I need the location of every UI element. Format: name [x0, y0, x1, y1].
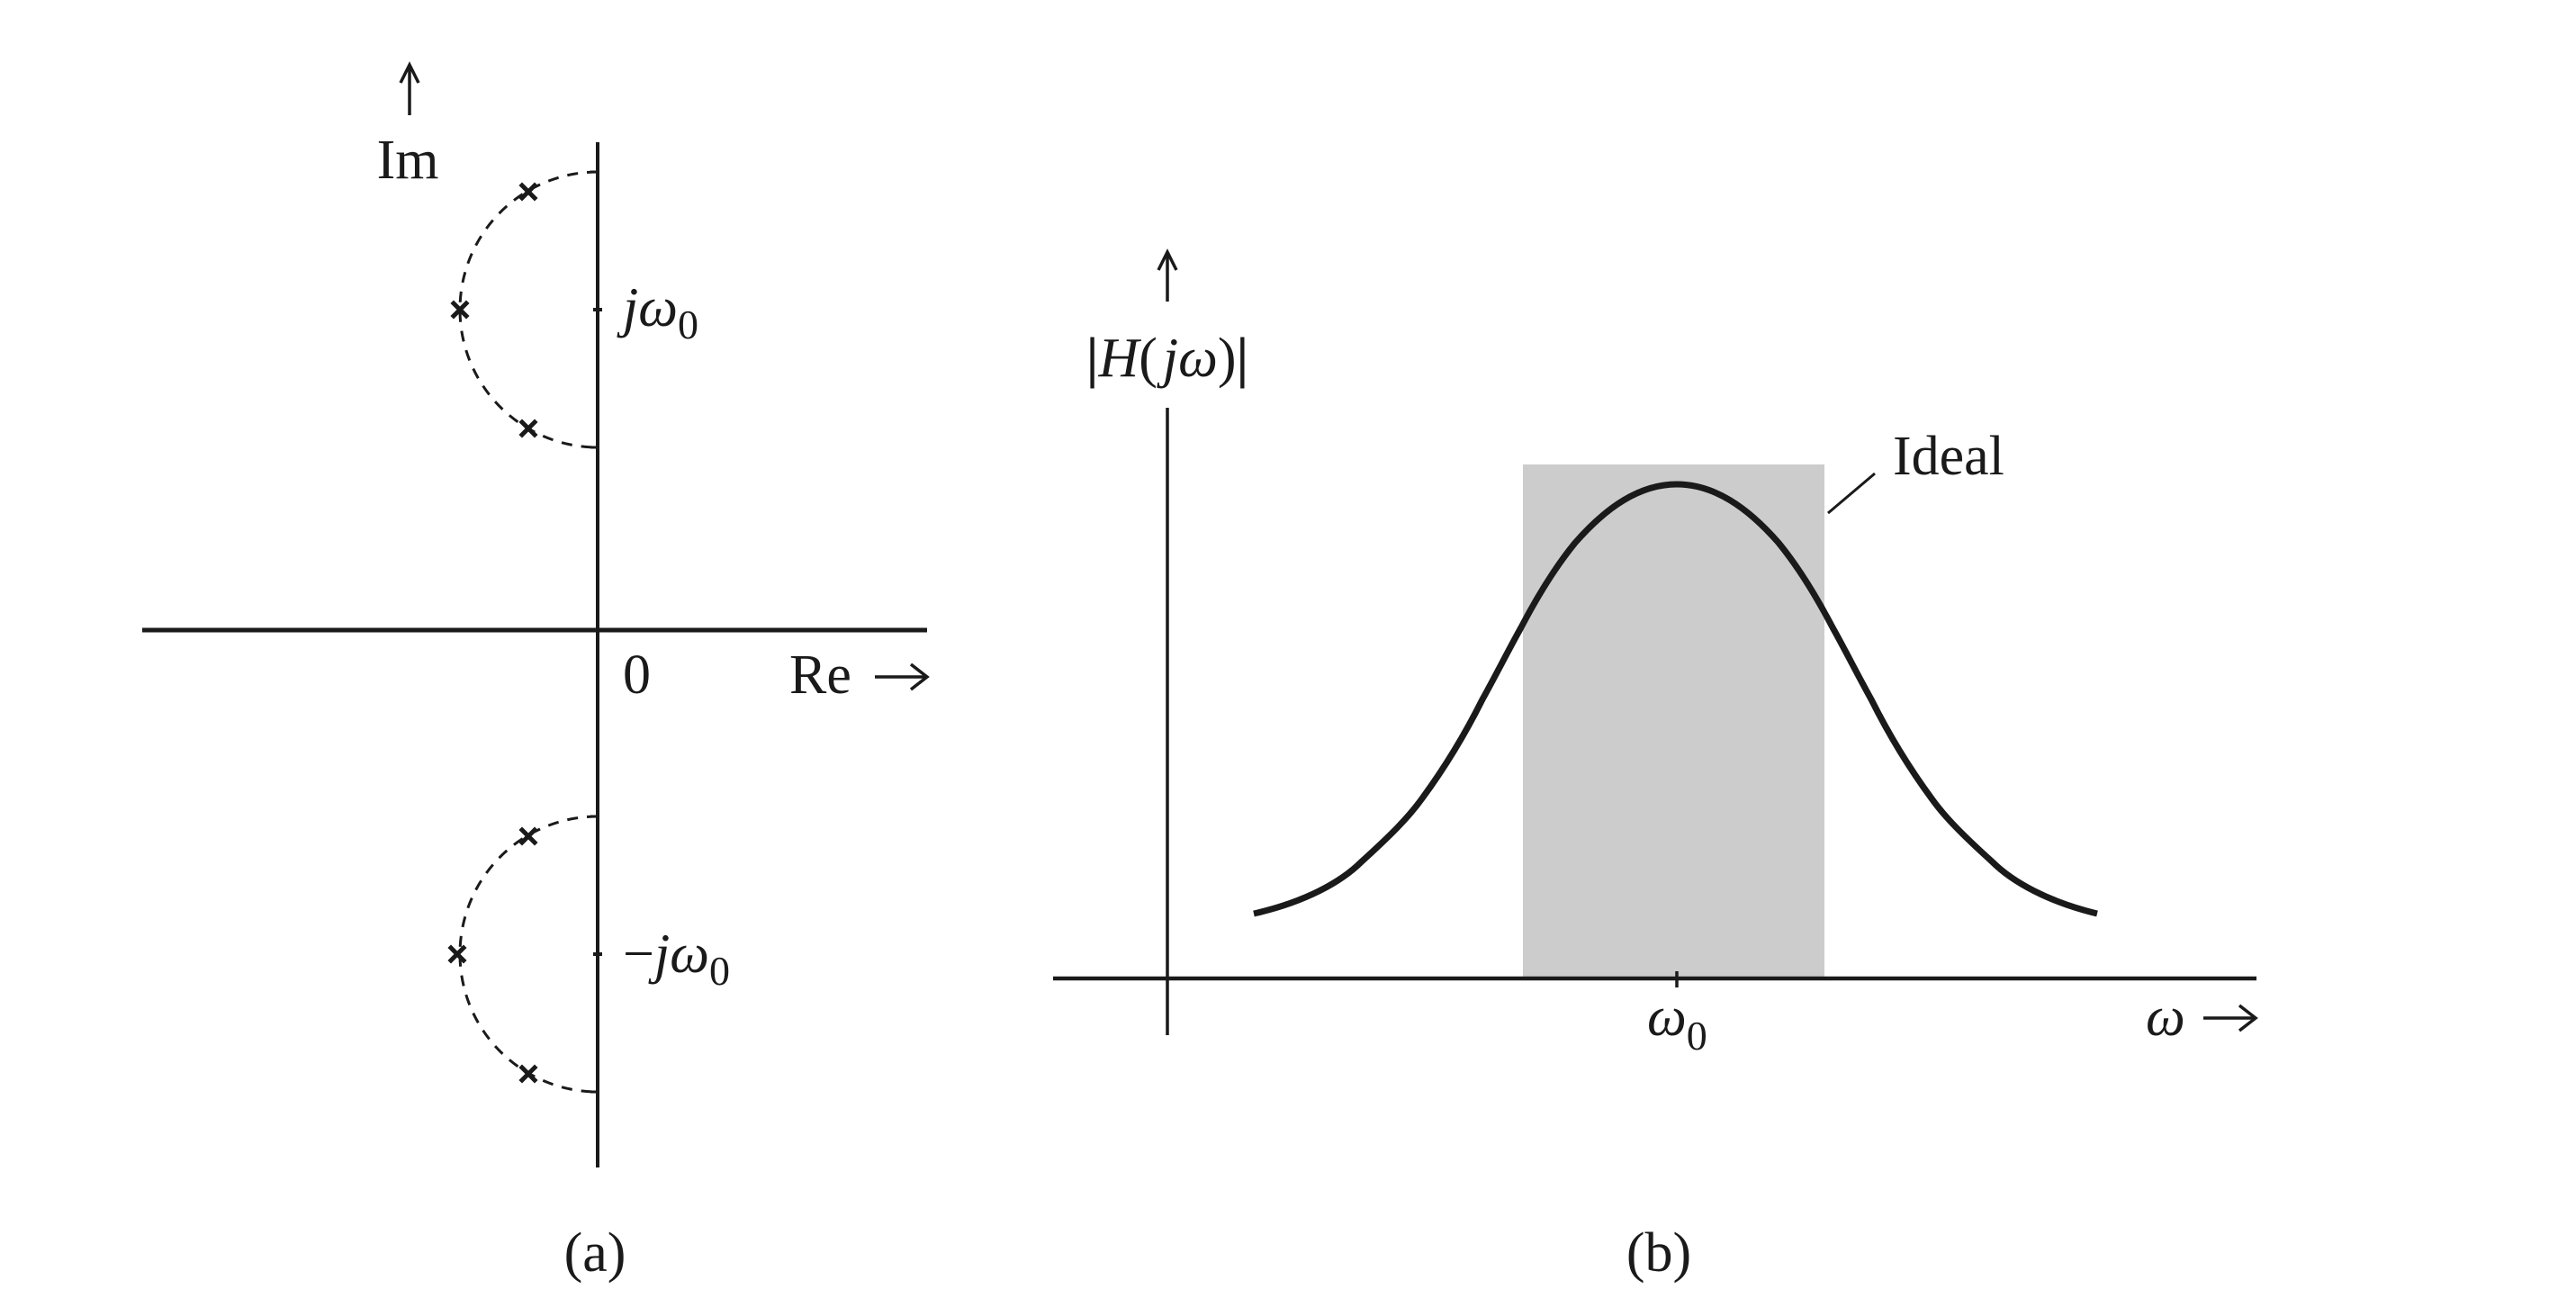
panel-b-caption: (b) — [1626, 1222, 1691, 1284]
im-axis-label: Im — [377, 130, 439, 191]
magnitude-axis-arrow-icon — [1157, 248, 1178, 302]
jw0-subscript: 0 — [678, 302, 698, 347]
re-axis-label: Re — [789, 644, 930, 706]
response-curve — [1253, 481, 2098, 917]
frequency-axis-label: ω — [2146, 987, 2258, 1048]
paren-close: ) — [1218, 328, 1237, 389]
panel-a-caption: (a) — [564, 1222, 626, 1284]
j-symbol: j — [1157, 328, 1178, 389]
pole-x-icon — [518, 826, 538, 846]
neg-jw0-subscript: 0 — [709, 948, 730, 994]
abs-bar-left: | — [1086, 328, 1099, 389]
jw0-label: jω0 — [617, 277, 698, 347]
re-axis-arrow-icon — [875, 663, 930, 691]
abs-bar-right: | — [1237, 328, 1249, 389]
pole-x-icon — [450, 300, 470, 320]
jw0-j: j — [617, 277, 638, 338]
pole-x-icon — [447, 944, 467, 964]
jw0-omega: ω — [638, 277, 678, 338]
lower-pole-cluster: −jω0 — [447, 815, 730, 1094]
pole-x-icon — [518, 1064, 538, 1084]
re-axis-text: Re — [789, 644, 851, 706]
omega0-subscript: 0 — [1687, 1013, 1707, 1059]
neg-jw0-omega: ω — [670, 924, 709, 985]
omega0-omega: ω — [1647, 987, 1687, 1048]
ideal-label: Ideal — [1893, 426, 2004, 487]
im-axis-arrow-icon — [399, 61, 420, 115]
upper-dashed-arc — [458, 170, 599, 449]
lower-dashed-arc — [458, 815, 599, 1094]
neg-jw0-label: −jω0 — [623, 924, 730, 994]
omega-axis-text: ω — [2146, 987, 2185, 1048]
frequency-axis-arrow-icon — [2203, 1004, 2258, 1032]
magnitude-axis-label: |H(jω)| — [1086, 328, 1248, 389]
h-symbol: H — [1097, 328, 1141, 389]
pole-x-icon — [518, 182, 538, 202]
pole-x-icon — [518, 419, 538, 438]
panel-a-pole-plot: Im 0 Re — [142, 61, 930, 1284]
paren-open: ( — [1139, 328, 1157, 389]
origin-label: 0 — [623, 644, 651, 706]
omega-symbol: ω — [1178, 328, 1218, 389]
neg-jw0-minus: − — [623, 924, 654, 985]
upper-pole-cluster: jω0 — [450, 170, 698, 449]
omega0-label: ω0 — [1647, 987, 1707, 1059]
panel-b-magnitude-response: |H(jω)| Ideal ω0 ω (b) — [1053, 248, 2258, 1284]
ideal-leader-line — [1827, 472, 1876, 515]
